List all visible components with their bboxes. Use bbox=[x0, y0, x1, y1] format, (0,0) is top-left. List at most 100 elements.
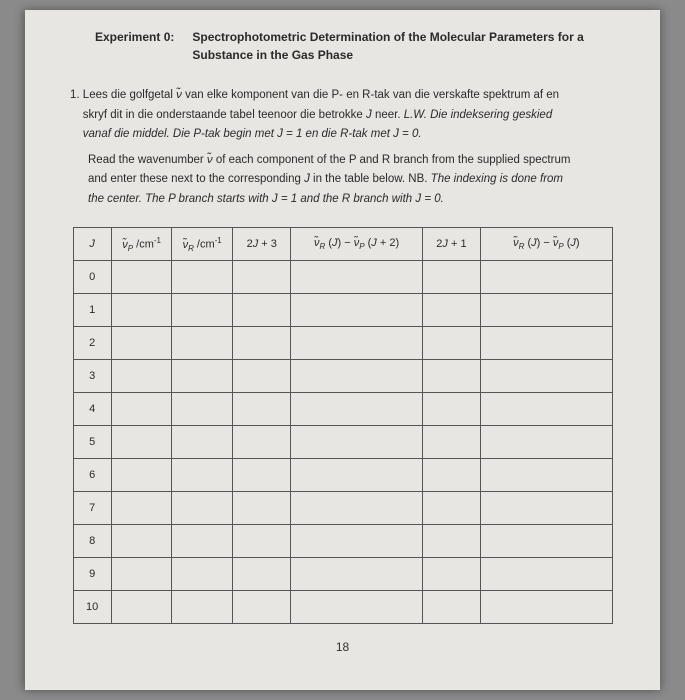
cell-j: 0 bbox=[73, 261, 111, 294]
cell-empty bbox=[172, 294, 233, 327]
cell-empty bbox=[422, 294, 481, 327]
table-row: 9 bbox=[73, 558, 612, 591]
cell-empty bbox=[291, 525, 422, 558]
cell-j: 2 bbox=[73, 327, 111, 360]
cell-empty bbox=[111, 492, 172, 525]
cell-empty bbox=[111, 525, 172, 558]
cell-empty bbox=[481, 393, 612, 426]
experiment-label: Experiment 0: bbox=[95, 28, 174, 64]
cell-empty bbox=[291, 360, 422, 393]
cell-empty bbox=[111, 327, 172, 360]
cell-empty bbox=[291, 294, 422, 327]
cell-empty bbox=[481, 459, 612, 492]
cell-empty bbox=[291, 426, 422, 459]
afrikaans-line2: skryf dit in die onderstaande tabel teen… bbox=[83, 109, 552, 121]
cell-empty bbox=[481, 360, 612, 393]
cell-empty bbox=[111, 360, 172, 393]
col-header-2j1: 2J + 1 bbox=[422, 228, 481, 261]
table-row: 4 bbox=[73, 393, 612, 426]
cell-empty bbox=[481, 525, 612, 558]
cell-empty bbox=[422, 492, 481, 525]
col-header-vr: ν̃R /cm-1 bbox=[172, 228, 233, 261]
cell-empty bbox=[422, 360, 481, 393]
cell-empty bbox=[422, 459, 481, 492]
table-row: 7 bbox=[73, 492, 612, 525]
data-table: J ν̃P /cm-1 ν̃R /cm-1 2J + 3 ν̃R (J) − ν… bbox=[73, 227, 613, 624]
cell-empty bbox=[422, 327, 481, 360]
cell-empty bbox=[422, 426, 481, 459]
cell-empty bbox=[232, 393, 291, 426]
cell-empty bbox=[111, 393, 172, 426]
cell-empty bbox=[232, 294, 291, 327]
cell-empty bbox=[111, 261, 172, 294]
col-header-j: J bbox=[73, 228, 111, 261]
table-row: 2 bbox=[73, 327, 612, 360]
cell-empty bbox=[291, 393, 422, 426]
cell-empty bbox=[422, 261, 481, 294]
table-body: 012345678910 bbox=[73, 261, 612, 624]
col-header-vp: ν̃P /cm-1 bbox=[111, 228, 172, 261]
english-line2: and enter these next to the correspondin… bbox=[88, 173, 563, 185]
cell-empty bbox=[422, 393, 481, 426]
cell-empty bbox=[232, 459, 291, 492]
cell-empty bbox=[232, 525, 291, 558]
cell-j: 5 bbox=[73, 426, 111, 459]
cell-empty bbox=[232, 426, 291, 459]
afrikaans-line3: vanaf die middel. Die P-tak begin met J … bbox=[83, 128, 422, 140]
cell-empty bbox=[111, 558, 172, 591]
cell-empty bbox=[481, 492, 612, 525]
instruction-english: Read the wavenumber ν̃ of each component… bbox=[88, 151, 625, 210]
cell-empty bbox=[291, 492, 422, 525]
cell-empty bbox=[481, 426, 612, 459]
english-line3: the center. The P branch starts with J =… bbox=[88, 193, 444, 205]
cell-empty bbox=[232, 261, 291, 294]
cell-empty bbox=[232, 360, 291, 393]
col-header-diff1: ν̃R (J) − ν̃P (J + 2) bbox=[291, 228, 422, 261]
table-row: 5 bbox=[73, 426, 612, 459]
cell-empty bbox=[111, 459, 172, 492]
cell-j: 4 bbox=[73, 393, 111, 426]
cell-empty bbox=[422, 591, 481, 624]
cell-j: 1 bbox=[73, 294, 111, 327]
cell-empty bbox=[172, 525, 233, 558]
table-row: 8 bbox=[73, 525, 612, 558]
cell-empty bbox=[481, 261, 612, 294]
cell-empty bbox=[111, 591, 172, 624]
cell-empty bbox=[172, 591, 233, 624]
cell-empty bbox=[232, 492, 291, 525]
cell-empty bbox=[232, 327, 291, 360]
cell-empty bbox=[232, 558, 291, 591]
instruction-block: 1. Lees die golfgetal ν̃ van elke kompon… bbox=[60, 86, 625, 209]
cell-empty bbox=[232, 591, 291, 624]
cell-empty bbox=[291, 591, 422, 624]
cell-empty bbox=[291, 459, 422, 492]
cell-empty bbox=[172, 459, 233, 492]
table-row: 10 bbox=[73, 591, 612, 624]
cell-j: 8 bbox=[73, 525, 111, 558]
cell-empty bbox=[172, 360, 233, 393]
cell-j: 3 bbox=[73, 360, 111, 393]
document-page: Experiment 0: Spectrophotometric Determi… bbox=[25, 10, 660, 690]
page-number: 18 bbox=[60, 640, 625, 654]
table-row: 6 bbox=[73, 459, 612, 492]
col-header-2j3: 2J + 3 bbox=[232, 228, 291, 261]
instruction-afrikaans: 1. Lees die golfgetal ν̃ van elke kompon… bbox=[70, 86, 625, 145]
table-row: 1 bbox=[73, 294, 612, 327]
cell-j: 10 bbox=[73, 591, 111, 624]
cell-empty bbox=[291, 327, 422, 360]
cell-empty bbox=[172, 426, 233, 459]
cell-empty bbox=[422, 558, 481, 591]
col-header-diff2: ν̃R (J) − ν̃P (J) bbox=[481, 228, 612, 261]
cell-empty bbox=[172, 492, 233, 525]
cell-empty bbox=[111, 426, 172, 459]
cell-empty bbox=[481, 558, 612, 591]
cell-empty bbox=[481, 327, 612, 360]
cell-empty bbox=[481, 591, 612, 624]
experiment-title: Spectrophotometric Determination of the … bbox=[192, 28, 625, 64]
experiment-header: Experiment 0: Spectrophotometric Determi… bbox=[95, 28, 625, 64]
cell-j: 7 bbox=[73, 492, 111, 525]
afrikaans-line1: Lees die golfgetal ν̃ van elke komponent… bbox=[83, 89, 559, 101]
cell-empty bbox=[172, 261, 233, 294]
cell-empty bbox=[172, 393, 233, 426]
cell-empty bbox=[422, 525, 481, 558]
